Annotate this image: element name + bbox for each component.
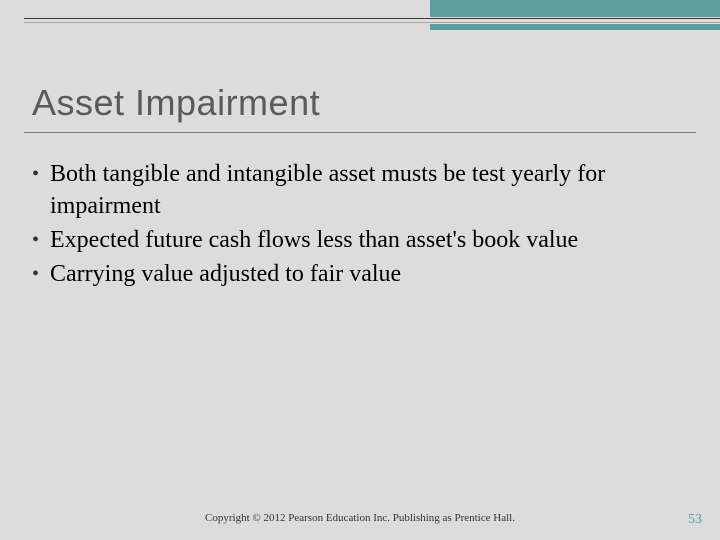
bullet-text: Carrying value adjusted to fair value [50, 258, 401, 290]
bullet-item: • Carrying value adjusted to fair value [32, 258, 680, 290]
accent-block-top [430, 0, 720, 17]
bullet-item: • Expected future cash flows less than a… [32, 224, 680, 256]
bullet-text: Both tangible and intangible asset musts… [50, 158, 680, 222]
header-decoration [0, 0, 720, 38]
copyright-footer: Copyright © 2012 Pearson Education Inc. … [0, 512, 720, 524]
bullet-text: Expected future cash flows less than ass… [50, 224, 578, 256]
header-rule-dark [24, 18, 720, 19]
bullet-marker-icon: • [32, 158, 50, 190]
slide-title: Asset Impairment [32, 82, 320, 124]
bullet-marker-icon: • [32, 224, 50, 256]
title-underline [24, 132, 696, 133]
header-rule-light [24, 22, 720, 23]
slide-body: • Both tangible and intangible asset mus… [32, 158, 680, 292]
page-number: 53 [688, 512, 702, 528]
bullet-item: • Both tangible and intangible asset mus… [32, 158, 680, 222]
accent-block-thin [430, 24, 720, 30]
bullet-marker-icon: • [32, 258, 50, 290]
